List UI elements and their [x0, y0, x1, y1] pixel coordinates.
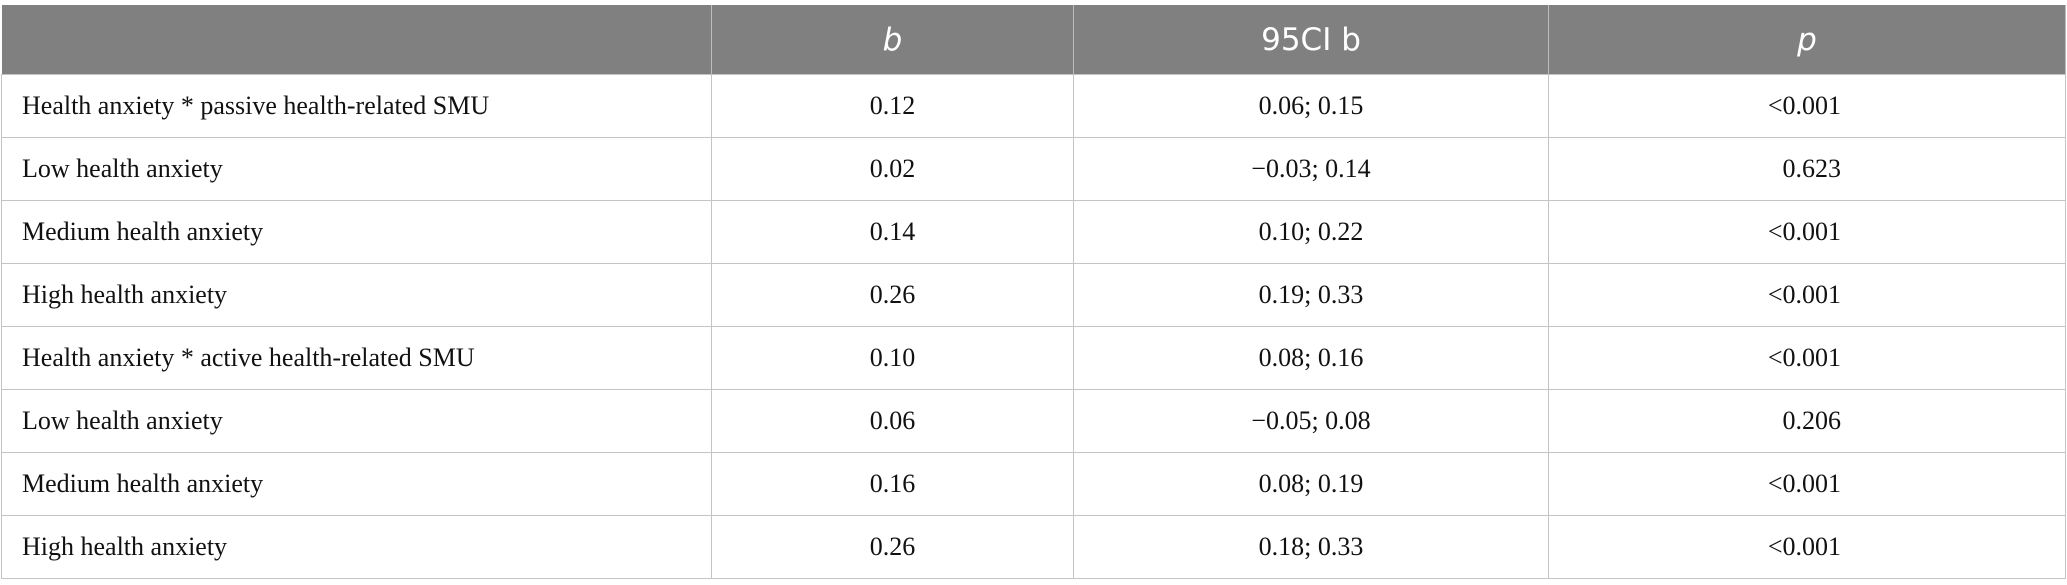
b-value: 0.26 — [711, 263, 1074, 327]
table-body: Health anxiety * passive health-related … — [1, 74, 2066, 579]
table-row: High health anxiety 0.26 0.19; 0.33 <0.001 — [1, 263, 2066, 327]
p-value: 0.623 — [1548, 137, 2066, 201]
row-label: High health anxiety — [1, 263, 712, 327]
table-row: High health anxiety 0.26 0.18; 0.33 <0.001 — [1, 515, 2066, 579]
p-value: <0.001 — [1548, 74, 2066, 138]
header-cell: 95CI b — [1073, 5, 1549, 75]
ci-value: −0.05; 0.08 — [1073, 389, 1549, 453]
row-label: Health anxiety * passive health-related … — [1, 74, 712, 138]
results-table: b 95CI b p Health anxiety * passive heal… — [1, 5, 2066, 579]
b-value: 0.02 — [711, 137, 1074, 201]
b-value: 0.10 — [711, 326, 1074, 390]
b-value: 0.14 — [711, 200, 1074, 264]
header-cell: b — [711, 5, 1074, 75]
table-row: Medium health anxiety 0.16 0.08; 0.19 <0.00… — [1, 452, 2066, 516]
p-value: <0.001 — [1548, 263, 2066, 327]
ci-value: 0.06; 0.15 — [1073, 74, 1549, 138]
header-row: b 95CI b p — [1, 5, 2066, 75]
table-row: Low health anxiety 0.02 −0.03; 0.14 0.623 — [1, 137, 2066, 201]
ci-value: 0.08; 0.19 — [1073, 452, 1549, 516]
table-row: Medium health anxiety 0.14 0.10; 0.22 <0.00… — [1, 200, 2066, 264]
ci-value: 0.08; 0.16 — [1073, 326, 1549, 390]
p-value: <0.001 — [1548, 200, 2066, 264]
row-label: Low health anxiety — [1, 137, 712, 201]
p-value: 0.206 — [1548, 389, 2066, 453]
b-value: 0.26 — [711, 515, 1074, 579]
b-value: 0.16 — [711, 452, 1074, 516]
p-value: <0.001 — [1548, 515, 2066, 579]
row-label: Low health anxiety — [1, 389, 712, 453]
ci-value: −0.03; 0.14 — [1073, 137, 1549, 201]
ci-value: 0.19; 0.33 — [1073, 263, 1549, 327]
row-label: Health anxiety * active health-related S… — [1, 326, 712, 390]
p-value: <0.001 — [1548, 326, 2066, 390]
ci-value: 0.10; 0.22 — [1073, 200, 1549, 264]
table-row: Low health anxiety 0.06 −0.05; 0.08 0.206 — [1, 389, 2066, 453]
b-value: 0.12 — [711, 74, 1074, 138]
table-row: Health anxiety * passive health-related … — [1, 74, 2066, 138]
row-label: High health anxiety — [1, 515, 712, 579]
table-row: Health anxiety * active health-related S… — [1, 326, 2066, 390]
row-label: Medium health anxiety — [1, 452, 712, 516]
table-container: b 95CI b p Health anxiety * passive heal… — [1, 5, 2066, 579]
header-cell: p — [1548, 5, 2066, 75]
p-value: <0.001 — [1548, 452, 2066, 516]
ci-value: 0.18; 0.33 — [1073, 515, 1549, 579]
row-label: Medium health anxiety — [1, 200, 712, 264]
header-cell — [1, 5, 712, 75]
b-value: 0.06 — [711, 389, 1074, 453]
